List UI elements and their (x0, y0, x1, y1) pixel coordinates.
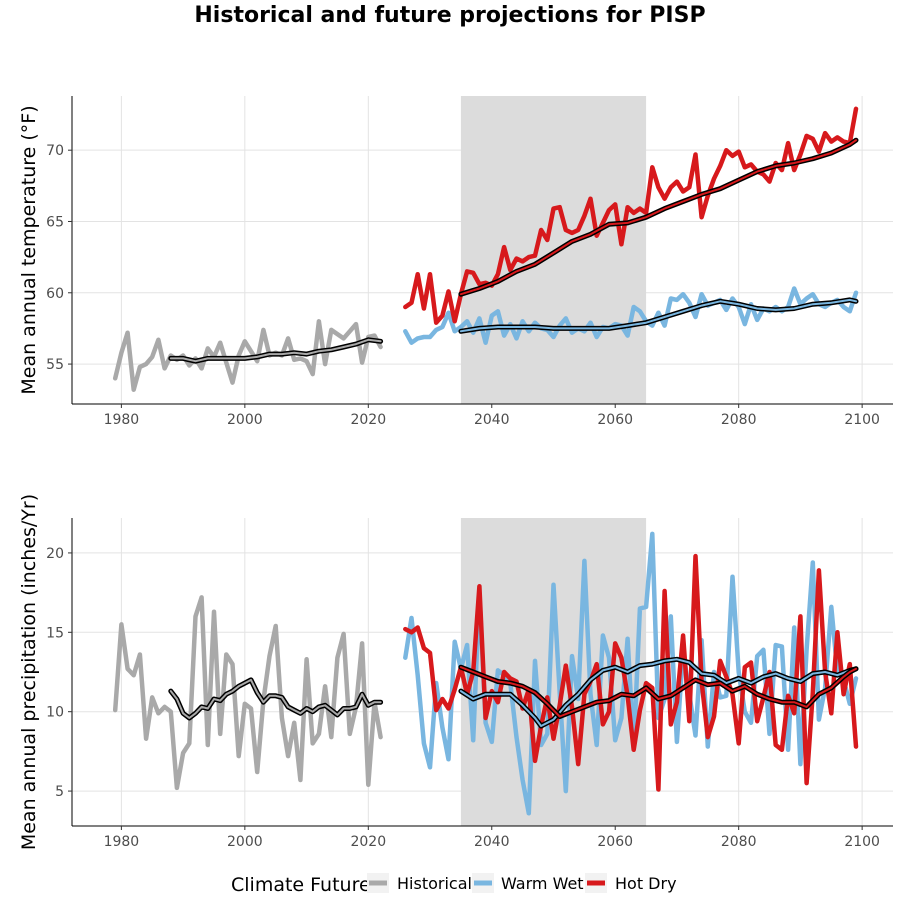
x-tick-label: 2020 (350, 834, 386, 850)
x-tick-label: 1980 (104, 412, 140, 428)
x-tick-label: 2040 (474, 412, 510, 428)
y-tick-label: 70 (46, 143, 64, 159)
x-tick-label: 1980 (104, 834, 140, 850)
y-tick-label: 10 (46, 705, 64, 721)
legend: Climate Future Historical Warm Wet Hot D… (231, 873, 677, 896)
y-tick-label: 5 (55, 784, 64, 800)
x-tick-label: 2000 (227, 834, 263, 850)
precipitation-panel: Mean annual precipitation (inches/Yr) 19… (18, 494, 893, 850)
temperature-panel: Mean annual temperature (°F) 1980 2000 202… (18, 96, 893, 428)
legend-item-hot-dry: Hot Dry (585, 873, 677, 893)
x-tick-label: 2080 (721, 412, 757, 428)
legend-item-historical: Historical (367, 873, 472, 893)
x-tick-label: 2100 (844, 412, 880, 428)
x-tick-label: 2020 (350, 412, 386, 428)
legend-label-hot-dry: Hot Dry (615, 874, 677, 893)
x-tick-label: 2000 (227, 412, 263, 428)
legend-label-warm-wet: Warm Wet (501, 874, 584, 893)
temperature-trend-warm-wet (459, 298, 857, 333)
precipitation-trend-warm-wet (459, 658, 857, 727)
x-tick-label: 2060 (597, 834, 633, 850)
y-tick-label: 60 (46, 286, 64, 302)
temperature-series-hot-dry (403, 106, 859, 325)
precipitation-series-hot-dry (403, 553, 859, 792)
temperature-series-historical (112, 319, 383, 392)
x-tick-label: 2100 (844, 834, 880, 850)
precipitation-trend-historical (169, 678, 382, 719)
x-tick-label: 2040 (474, 834, 510, 850)
temperature-trend-historical (169, 338, 382, 363)
shaded-period-band (460, 518, 647, 826)
y-tick-label: 65 (46, 214, 64, 230)
legend-title: Climate Future (231, 874, 371, 896)
precipitation-series-historical (112, 595, 383, 791)
legend-item-warm-wet: Warm Wet (472, 873, 584, 893)
y-tick-label: 15 (46, 625, 64, 641)
legend-label-historical: Historical (397, 874, 472, 893)
figure-title: Historical and future projections for PI… (194, 3, 705, 28)
precipitation-trend-hot-dry (459, 666, 857, 718)
y-tick-label: 55 (46, 357, 64, 373)
temperature-y-axis-label: Mean annual temperature (°F) (18, 105, 40, 394)
precipitation-y-axis-label: Mean annual precipitation (inches/Yr) (18, 494, 40, 850)
x-tick-label: 2060 (597, 412, 633, 428)
x-tick-label: 2080 (721, 834, 757, 850)
y-tick-label: 20 (46, 546, 64, 562)
temperature-trend-hot-dry (459, 139, 857, 296)
